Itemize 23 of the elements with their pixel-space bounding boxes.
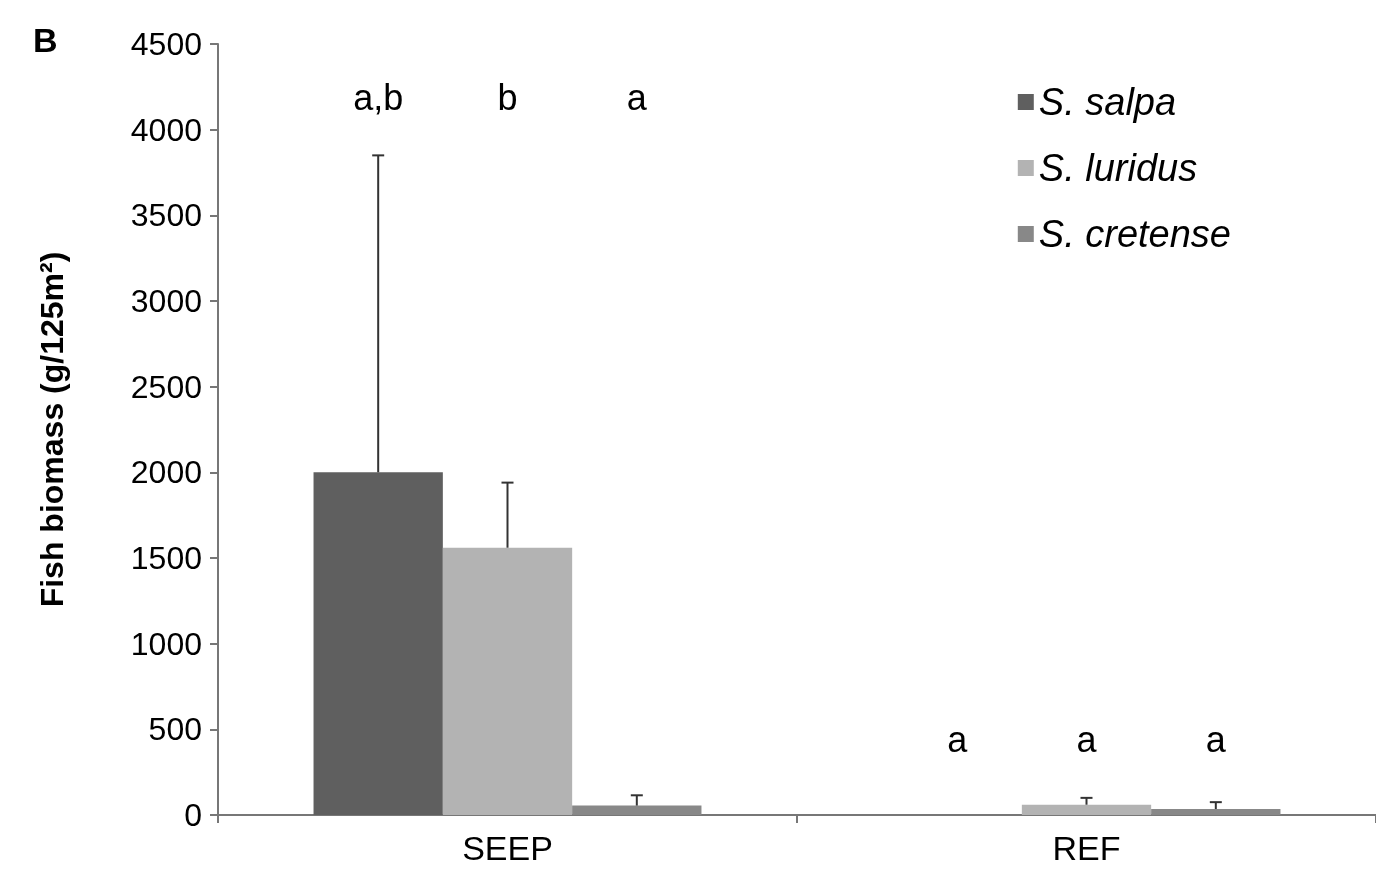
legend-label: S. cretense [1038, 213, 1232, 255]
annotation: b [497, 76, 518, 118]
x-tick-label: SEEP [462, 829, 553, 867]
y-tick-label: 2500 [130, 368, 202, 405]
annotation: a [947, 719, 969, 761]
y-tick-label: 4500 [130, 26, 202, 62]
annotation: a [1205, 719, 1227, 761]
annotation: a [1076, 719, 1098, 761]
y-tick-label: 3500 [130, 197, 202, 234]
y-tick-label: 0 [184, 797, 202, 833]
y-tick-label: 1000 [130, 625, 202, 662]
y-tick-label: 2000 [130, 454, 202, 491]
legend-label: S. luridus [1038, 147, 1198, 189]
annotation: a,b [353, 76, 404, 118]
annotation: a [626, 76, 648, 118]
y-axis-title: Fish biomass (g/125m²) [34, 251, 70, 608]
y-tick-label: 3000 [130, 283, 202, 319]
chart-title: B [33, 21, 58, 59]
x-tick-label: REF [1052, 829, 1121, 867]
y-tick-label: 4000 [130, 111, 202, 148]
y-tick-label: 500 [148, 711, 202, 748]
y-tick-label: 1500 [130, 540, 202, 576]
legend-label: S. salpa [1038, 81, 1177, 123]
